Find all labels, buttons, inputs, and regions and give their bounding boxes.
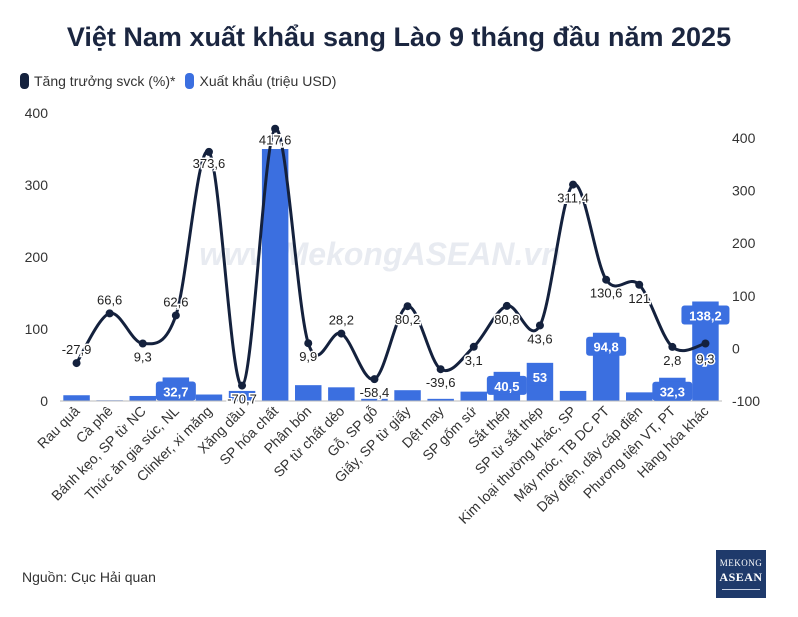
growth-label: 66,6 xyxy=(97,292,122,307)
growth-label: 43,6 xyxy=(527,331,552,346)
legend-swatch-growth xyxy=(20,73,29,89)
growth-point xyxy=(436,365,445,374)
bar-label: 138,2 xyxy=(689,308,722,323)
bar-label-bg xyxy=(586,336,627,356)
bar-label: 53 xyxy=(533,370,547,385)
growth-point xyxy=(370,375,379,384)
logo-line-2: ASEAN xyxy=(719,570,763,584)
y-left-tick-label: 400 xyxy=(25,105,49,121)
growth-point xyxy=(535,321,544,330)
bar xyxy=(295,385,322,401)
logo-line-1: MEKONG xyxy=(719,558,763,568)
bar xyxy=(626,392,653,401)
legend-item-growth: Tăng trưởng svck (%)* xyxy=(20,73,175,89)
bar xyxy=(328,387,355,401)
bar xyxy=(63,395,90,401)
y-left-tick-label: 300 xyxy=(25,177,49,193)
growth-point xyxy=(469,342,478,351)
y-left-tick-label: 100 xyxy=(25,321,49,337)
y-right-tick-label: 100 xyxy=(732,288,756,304)
y-right-tick-label: 0 xyxy=(732,340,740,356)
growth-label: 2,8 xyxy=(663,353,681,368)
legend-label-growth: Tăng trưởng svck (%)* xyxy=(34,73,176,89)
growth-point xyxy=(569,180,578,189)
bar-label-bg xyxy=(527,366,552,386)
x-tick-label: Rau quả xyxy=(34,403,83,452)
bar xyxy=(460,391,487,401)
y-left-tick-label: 200 xyxy=(25,249,49,265)
y-right-tick-label: 200 xyxy=(732,235,756,251)
watermark: www.MekongASEAN.vn xyxy=(199,236,561,272)
y-right-tick-label: 300 xyxy=(732,183,756,199)
growth-point xyxy=(171,311,180,320)
growth-line xyxy=(75,127,706,388)
growth-label: -70,7 xyxy=(227,392,257,407)
bar-label: 32,7 xyxy=(163,384,188,399)
growth-point xyxy=(105,309,114,318)
growth-point xyxy=(602,275,611,284)
bar xyxy=(228,390,256,401)
y-left-tick-label: 0 xyxy=(40,393,48,409)
growth-label: 80,8 xyxy=(494,312,519,327)
growth-label: 121 xyxy=(628,291,650,306)
growth-point xyxy=(304,339,313,348)
growth-label: 417,6 xyxy=(259,133,292,148)
growth-label: 80,2 xyxy=(395,312,420,327)
growth-label: 130,6 xyxy=(590,286,623,301)
growth-point xyxy=(72,359,81,368)
growth-point xyxy=(403,302,412,311)
bar-label: 40,5 xyxy=(494,379,519,394)
growth-point xyxy=(701,339,710,348)
y-right-tick-label: -100 xyxy=(732,393,760,409)
growth-label: 3,1 xyxy=(465,353,483,368)
growth-label: 9,3 xyxy=(134,350,152,365)
chart-title: Việt Nam xuất khẩu sang Lào 9 tháng đầu … xyxy=(66,22,732,52)
bar-label-bg xyxy=(486,375,527,395)
growth-label: 9,3 xyxy=(696,352,714,367)
bar-label: 94,8 xyxy=(593,340,618,355)
growth-label: -58,4 xyxy=(360,385,390,400)
bar xyxy=(361,398,388,401)
growth-label: 311,4 xyxy=(557,191,589,206)
growth-point xyxy=(238,381,247,390)
growth-label: 373,6 xyxy=(193,156,226,171)
source-note: Nguồn: Cục Hải quan xyxy=(22,569,156,585)
bar xyxy=(129,395,156,401)
growth-point xyxy=(204,147,213,156)
mekong-asean-logo: MEKONG ASEAN xyxy=(716,550,766,598)
legend-swatch-exports xyxy=(185,73,195,89)
legend-label-exports: Xuất khẩu (triệu USD) xyxy=(199,73,337,89)
bar xyxy=(394,390,421,401)
bar xyxy=(195,394,223,401)
bar-label-bg xyxy=(652,381,693,401)
y-right-tick-label: 400 xyxy=(732,130,756,146)
growth-label: 28,2 xyxy=(329,313,354,328)
logo-rule xyxy=(722,589,760,590)
legend: Tăng trưởng svck (%)* Xuất khẩu (triệu U… xyxy=(20,73,346,89)
bar xyxy=(559,390,587,401)
growth-point xyxy=(635,280,644,289)
bar-label: 32,3 xyxy=(660,385,685,400)
growth-label: 9,9 xyxy=(299,349,317,364)
bar-label-bg xyxy=(681,305,730,325)
bar-label-bg xyxy=(155,381,196,401)
growth-label: -39,6 xyxy=(426,375,456,390)
growth-point xyxy=(668,342,677,351)
legend-item-exports: Xuất khẩu (triệu USD) xyxy=(185,73,336,89)
bar xyxy=(261,149,289,401)
growth-label: -27,9 xyxy=(62,342,92,357)
bar xyxy=(427,398,454,401)
growth-label: 62,6 xyxy=(163,294,188,309)
growth-point xyxy=(271,124,280,133)
growth-point xyxy=(337,329,346,338)
growth-point xyxy=(138,339,147,348)
growth-point xyxy=(502,301,511,310)
